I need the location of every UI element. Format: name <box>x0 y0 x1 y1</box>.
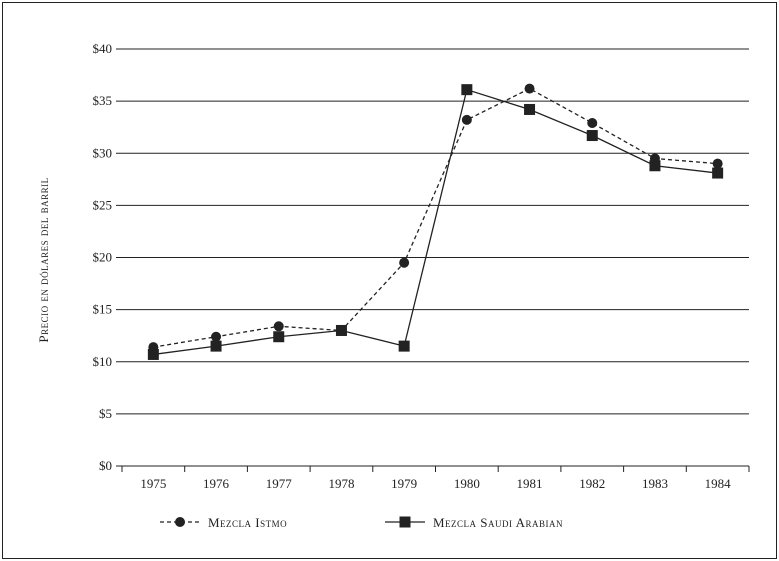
data-point <box>587 118 598 129</box>
legend-item: Mezcla Istmo <box>160 515 287 530</box>
x-tick-label: 1980 <box>454 476 480 491</box>
data-point <box>712 158 723 169</box>
x-tick-label: 1976 <box>203 476 230 491</box>
data-point <box>399 257 410 268</box>
series-1 <box>147 84 724 360</box>
legend-marker <box>175 517 185 527</box>
legend-marker <box>399 516 411 528</box>
data-point <box>147 348 159 360</box>
data-point <box>649 160 661 172</box>
legend-label: Mezcla Saudi Arabian <box>433 515 563 530</box>
data-point <box>211 331 222 342</box>
y-tick-label: $10 <box>93 354 113 369</box>
x-tick-label: 1983 <box>642 476 668 491</box>
data-point <box>712 167 724 179</box>
y-axis-label: Precio en dólares del barril <box>36 177 51 342</box>
y-tick-label: $0 <box>99 458 112 473</box>
x-tick-label: 1978 <box>328 476 354 491</box>
y-tick-label: $15 <box>93 302 113 317</box>
series-lines <box>147 83 724 360</box>
data-point <box>210 340 222 352</box>
grid-lines <box>116 48 750 472</box>
x-tick-label: 1981 <box>517 476 543 491</box>
data-point <box>461 84 473 96</box>
data-point <box>335 324 347 336</box>
x-tick-label: 1979 <box>391 476 417 491</box>
y-tick-label: $5 <box>99 406 112 421</box>
y-tick-label: $30 <box>93 145 113 160</box>
x-axis-ticks: 1975 1976 1977 1978 1979 1980 1981 1982 1983 1984 <box>140 476 731 491</box>
legend-label: Mezcla Istmo <box>208 515 287 530</box>
data-point <box>398 340 410 352</box>
series-line <box>153 87 718 348</box>
data-point <box>524 83 535 94</box>
data-point <box>461 114 472 125</box>
x-tick-label: 1977 <box>266 476 293 491</box>
y-tick-label: $40 <box>93 41 113 56</box>
y-tick-label: $35 <box>93 93 113 108</box>
data-point <box>524 103 536 115</box>
x-tick-label: 1975 <box>140 476 166 491</box>
legend: Mezcla Istmo Mezcla Saudi Arabian <box>160 515 563 530</box>
data-point <box>586 130 598 142</box>
x-tick-label: 1982 <box>579 476 605 491</box>
data-point <box>273 331 285 343</box>
y-tick-label: $20 <box>93 250 113 265</box>
data-point <box>273 321 284 332</box>
legend-item: Mezcla Saudi Arabian <box>385 515 563 530</box>
y-axis-ticks: $0 $5 $10 $15 $20 $25 $30 $35 $40 <box>93 41 113 473</box>
x-tick-label: 1984 <box>705 476 732 491</box>
series-line <box>153 88 718 356</box>
y-tick-label: $25 <box>93 197 113 212</box>
